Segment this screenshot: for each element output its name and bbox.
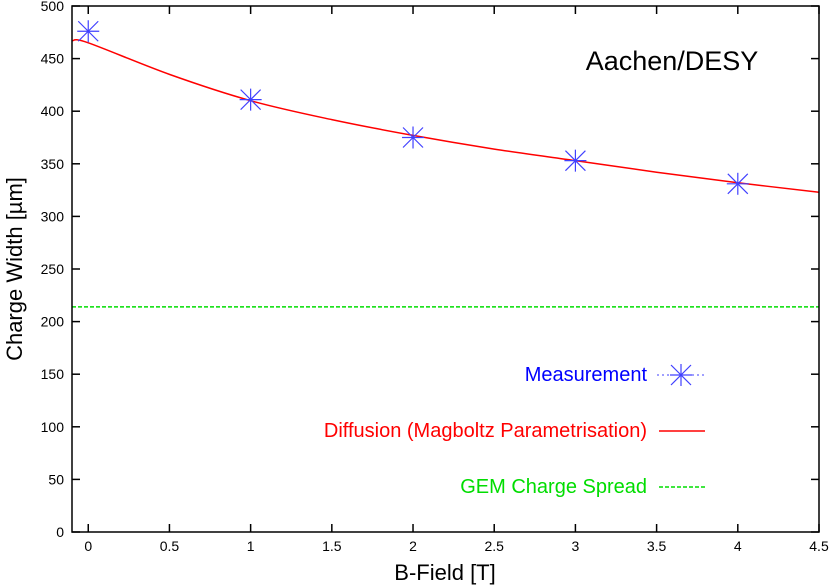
y-tick-label: 150	[41, 366, 65, 382]
x-tick-label: 3	[572, 538, 580, 554]
measurement-point	[77, 20, 100, 43]
measurement-point	[564, 149, 587, 172]
measurement-point	[239, 88, 262, 111]
x-tick-label: 1	[247, 538, 255, 554]
marker-stroke	[240, 89, 262, 111]
y-axis-label: Charge Width [µm]	[2, 177, 27, 361]
x-tick-label: 1.5	[322, 538, 342, 554]
x-tick-label: 2	[409, 538, 417, 554]
y-tick-label: 100	[41, 419, 65, 435]
legend-label-measurement: Measurement	[525, 364, 648, 386]
y-tick-label: 450	[41, 51, 65, 67]
measurement-point	[402, 126, 425, 149]
marker-stroke	[564, 150, 586, 172]
x-tick-label: 2.5	[484, 538, 504, 554]
plot-frame	[71, 5, 820, 533]
x-axis-label: B-Field [T]	[394, 560, 495, 585]
y-tick-label: 200	[41, 314, 65, 330]
legend: Measurement Diffusion (Magboltz Parametr…	[324, 364, 705, 498]
marker-stroke	[670, 364, 692, 386]
marker-stroke	[727, 173, 749, 195]
y-tick-label: 400	[41, 103, 65, 119]
x-tick-label: 4.5	[809, 538, 829, 554]
y-tick-label: 300	[41, 208, 65, 224]
x-tick-label: 0.5	[160, 538, 180, 554]
y-tick-label: 500	[41, 0, 65, 14]
y-tick-label: 50	[48, 471, 64, 487]
annotation: Aachen/DESY	[586, 46, 759, 76]
y-tick-label: 0	[56, 524, 64, 540]
legend-marker-measurement	[670, 364, 692, 386]
x-tick-label: 3.5	[647, 538, 667, 554]
x-tick-label: 4	[734, 538, 742, 554]
x-tick-label: 0	[84, 538, 92, 554]
y-tick-label: 250	[41, 261, 65, 277]
legend-label-diffusion: Diffusion (Magboltz Parametrisation)	[324, 420, 647, 442]
measurement-point	[726, 172, 749, 195]
y-tick-label: 350	[41, 156, 65, 172]
marker-stroke	[402, 127, 424, 148]
legend-label-gem: GEM Charge Spread	[460, 476, 647, 498]
marker-stroke	[77, 20, 99, 42]
